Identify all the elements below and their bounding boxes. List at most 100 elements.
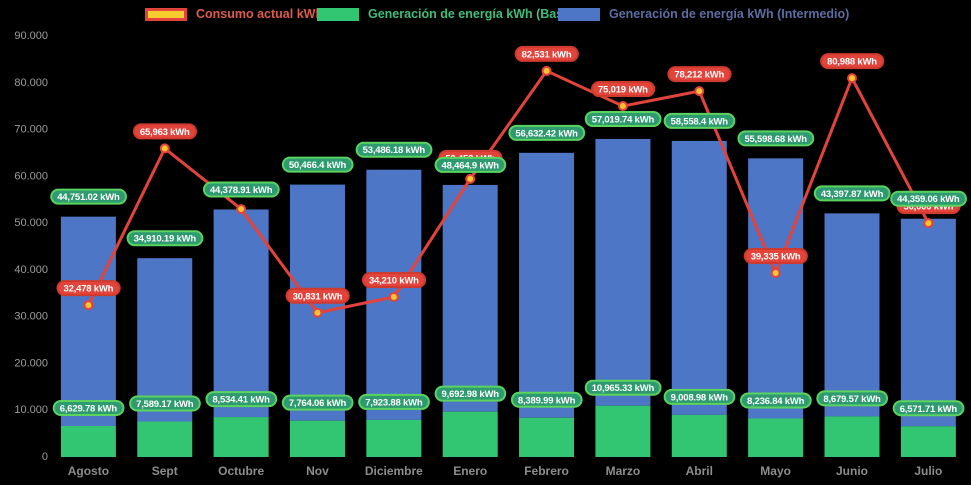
line-point-abril[interactable] — [694, 86, 705, 97]
bar-segment-base-febrero[interactable] — [519, 417, 575, 457]
line-point-enero[interactable] — [465, 173, 476, 184]
x-axis-label-febrero: Febrero — [524, 464, 569, 478]
bar-segment-intermedio-mayo[interactable] — [748, 158, 804, 419]
bar-segment-intermedio-abril[interactable] — [671, 140, 727, 415]
legend-swatch-consumo-icon — [145, 7, 187, 21]
x-axis-label-nov: Nov — [306, 464, 329, 478]
legend-label-base: Generación de energía kWh (Base) — [368, 7, 575, 21]
bar-segment-intermedio-enero[interactable] — [442, 184, 498, 412]
svg-text:7,764.06 kWh: 7,764.06 kWh — [289, 398, 347, 409]
bar-segment-base-junio[interactable] — [824, 416, 880, 457]
label-base-octubre: 8,534.41 kWh — [205, 391, 278, 408]
y-axis-tick-label: 0 — [42, 451, 48, 463]
line-point-agosto[interactable] — [83, 300, 94, 311]
x-axis-label-marzo: Marzo — [606, 464, 641, 478]
svg-text:34,210 kWh: 34,210 kWh — [369, 275, 419, 286]
legend-item-consumo-actual[interactable]: Consumo actual kWh — [145, 7, 323, 21]
x-axis-label-sept: Sept — [152, 464, 178, 478]
label-intermedio-mayo: 55,598.68 kWh — [737, 130, 815, 147]
label-consumo-febrero: 82,531 kWh — [514, 45, 579, 62]
svg-text:9,008.98 kWh: 9,008.98 kWh — [671, 392, 729, 403]
bar-enero[interactable] — [442, 184, 498, 457]
line-point-febrero[interactable] — [541, 65, 552, 76]
bar-segment-base-abril[interactable] — [671, 414, 727, 457]
svg-text:8,679.57 kWh: 8,679.57 kWh — [823, 394, 881, 405]
svg-text:50,466.4 kWh: 50,466.4 kWh — [289, 160, 347, 171]
svg-text:34,910.19 kWh: 34,910.19 kWh — [134, 234, 197, 245]
svg-text:43,397.87 kWh: 43,397.87 kWh — [821, 189, 884, 200]
svg-text:82,531 kWh: 82,531 kWh — [522, 49, 572, 60]
bar-agosto[interactable] — [60, 216, 116, 457]
bar-segment-base-julio[interactable] — [900, 426, 956, 457]
x-axis-label-diciembre: Diciembre — [365, 464, 423, 478]
bar-octubre[interactable] — [213, 209, 269, 457]
bar-junio[interactable] — [824, 213, 880, 457]
bar-febrero[interactable] — [519, 152, 575, 457]
bar-diciembre[interactable] — [366, 169, 422, 457]
label-consumo-abril: 78,212 kWh — [667, 66, 732, 83]
bar-abril[interactable] — [671, 140, 727, 457]
bar-segment-intermedio-marzo[interactable] — [595, 138, 651, 406]
bar-segment-base-enero[interactable] — [442, 411, 498, 457]
line-point-junio[interactable] — [847, 73, 857, 84]
label-consumo-agosto: 32,478 kWh — [56, 280, 121, 297]
label-base-diciembre: 7,923.88 kWh — [358, 393, 430, 410]
label-base-agosto: 6,629.78 kWh — [52, 399, 125, 416]
svg-text:48,464.9 kWh: 48,464.9 kWh — [442, 160, 500, 171]
bar-marzo[interactable] — [595, 138, 651, 457]
line-point-nov[interactable] — [312, 307, 323, 318]
label-consumo-junio: 80,988 kWh — [820, 53, 885, 70]
bar-segment-base-mayo[interactable] — [748, 418, 804, 457]
label-consumo-marzo: 75,019 kWh — [591, 81, 656, 98]
line-point-sept[interactable] — [159, 143, 170, 154]
svg-text:78,212 kWh: 78,212 kWh — [674, 70, 724, 81]
line-point-mayo[interactable] — [770, 267, 781, 278]
line-point-marzo[interactable] — [617, 101, 628, 112]
legend-label-consumo: Consumo actual kWh — [196, 7, 324, 21]
y-axis-tick-label: 90.000 — [14, 30, 48, 42]
line-point-diciembre[interactable] — [388, 291, 399, 302]
y-axis-tick-label: 40.000 — [14, 264, 48, 276]
bar-segment-base-sept[interactable] — [137, 421, 193, 457]
bar-segment-base-agosto[interactable] — [60, 425, 116, 457]
label-intermedio-diciembre: 53,486.18 kWh — [355, 141, 433, 158]
bar-segment-intermedio-julio[interactable] — [900, 218, 956, 427]
x-axis-label-junio: Junio — [836, 464, 868, 478]
label-intermedio-julio: 44,359.06 kWh — [890, 190, 967, 207]
bar-mayo[interactable] — [748, 158, 804, 457]
y-axis-tick-label: 70.000 — [14, 124, 48, 136]
line-point-julio[interactable] — [923, 218, 934, 229]
legend-item-generacion-base[interactable]: Generación de energía kWh (Base) — [317, 7, 574, 21]
svg-text:75,019 kWh: 75,019 kWh — [598, 85, 648, 96]
label-intermedio-sept: 34,910.19 kWh — [126, 230, 204, 247]
svg-text:55,598.68 kWh: 55,598.68 kWh — [744, 134, 807, 145]
svg-text:30,831 kWh: 30,831 kWh — [293, 291, 343, 302]
x-axis-label-agosto: Agosto — [68, 464, 109, 478]
bar-segment-base-octubre[interactable] — [213, 417, 269, 457]
legend-swatch-intermedio-icon — [558, 7, 600, 21]
bar-segment-intermedio-octubre[interactable] — [213, 209, 269, 418]
label-intermedio-marzo: 57,019.74 kWh — [584, 110, 662, 127]
bar-segment-intermedio-sept[interactable] — [137, 258, 193, 422]
bar-nov[interactable] — [289, 184, 345, 457]
svg-text:39,335 kWh: 39,335 kWh — [751, 251, 801, 262]
svg-text:6,571.71 kWh: 6,571.71 kWh — [900, 404, 958, 415]
svg-text:50,000 kWh: 50,000 kWh — [903, 202, 953, 213]
bar-segment-intermedio-junio[interactable] — [824, 213, 880, 417]
label-base-enero: 9,692.98 kWh — [434, 385, 507, 402]
y-axis-tick-label: 80.000 — [14, 77, 48, 89]
y-axis-tick-label: 50.000 — [14, 217, 48, 229]
line-point-octubre[interactable] — [236, 204, 247, 215]
legend-item-generacion-intermedio[interactable]: Generación de energía kWh (Intermedio) — [558, 7, 849, 21]
bar-segment-intermedio-febrero[interactable] — [519, 152, 575, 418]
bar-julio[interactable] — [900, 218, 956, 457]
bar-segment-base-diciembre[interactable] — [366, 419, 422, 457]
bar-segment-intermedio-agosto[interactable] — [60, 216, 116, 426]
bar-segment-base-marzo[interactable] — [595, 405, 651, 457]
bar-segment-base-nov[interactable] — [289, 420, 345, 457]
bar-sept[interactable] — [137, 258, 193, 457]
svg-text:7,589.17 kWh: 7,589.17 kWh — [136, 399, 194, 410]
label-intermedio-junio: 43,397.87 kWh — [813, 185, 891, 202]
